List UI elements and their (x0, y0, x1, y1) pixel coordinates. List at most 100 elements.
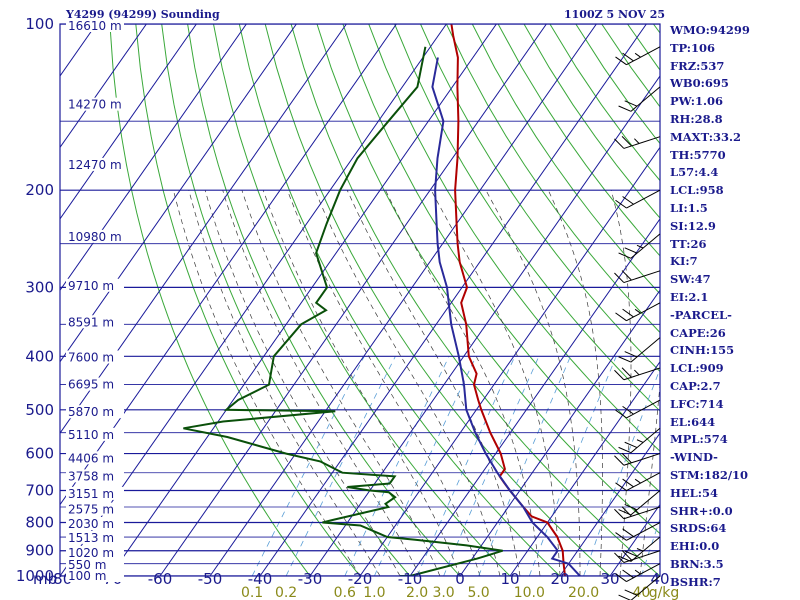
isotherm (459, 289, 660, 576)
index-item: PW:1.06 (670, 94, 724, 109)
isotherm (559, 432, 660, 576)
height-label-bg (66, 278, 124, 292)
isotherm (60, 24, 397, 506)
index-item: MPL:574 (670, 432, 728, 447)
mixing-ratio-label: g/kg (649, 585, 680, 600)
pressure-tick-label: 800 (25, 514, 54, 532)
dry-adiabat (135, 24, 361, 576)
plot-area (60, 24, 800, 576)
mixing-ratio-label: 20.0 (568, 585, 599, 600)
height-label: 3151 m (68, 487, 114, 501)
pressure-tick-label: 1000 (16, 567, 54, 585)
isotherm (509, 360, 660, 576)
wind-barb (618, 86, 661, 112)
mixing-ratio-line (251, 356, 365, 576)
index-item: SI:12.9 (670, 218, 716, 233)
isotherm (109, 24, 497, 576)
pressure-tick-label: 500 (25, 401, 54, 419)
index-item: SRDS:64 (670, 521, 727, 536)
height-label: 5870 m (68, 405, 114, 419)
mixing-ratio-label: 1.0 (363, 585, 385, 600)
height-label: 550 m (68, 558, 106, 572)
moist-adiabat (385, 190, 541, 576)
mixing-ratio-line (528, 356, 617, 576)
index-item: RH:28.8 (670, 111, 723, 126)
pressure-tick-label: 100 (25, 15, 54, 33)
moist-adiabat (222, 190, 421, 576)
wind-barb (614, 136, 661, 149)
height-label: 1020 m (68, 546, 114, 560)
temperature-tick-label: 30 (600, 570, 619, 588)
index-item: LCL:958 (670, 183, 724, 198)
index-item: LCL:909 (670, 361, 724, 376)
height-labels: 16610 m 14270 m 12470 m 10980 m 9710 m 8591 m… (66, 19, 124, 583)
height-label-bg (66, 97, 124, 111)
index-item: TP:106 (670, 40, 716, 55)
dry-adiabat (783, 24, 800, 576)
wind-barb (614, 550, 661, 563)
temperature-tick-label: -60 (148, 570, 173, 588)
moist-adiabat (262, 190, 461, 576)
isotherm (359, 146, 660, 576)
temperature-tick-label: 0 (455, 570, 465, 588)
plot-frame (59, 23, 661, 577)
index-item: CINH:155 (670, 343, 735, 358)
wind-barb (618, 233, 661, 259)
pressure-axis: 100 200 300 400 500 600 700 800 900 1000 (16, 15, 54, 585)
isotherm (159, 24, 547, 576)
height-label-bg (66, 486, 124, 500)
mixing-ratio-line (374, 356, 477, 576)
dry-adiabat (213, 24, 511, 576)
wind-barb (615, 472, 661, 492)
index-item: KI:7 (670, 254, 698, 269)
height-label: 100 m (68, 569, 106, 583)
index-item: WMO:94299 (670, 23, 750, 37)
height-label-bg (66, 427, 124, 441)
pressure-tick-label: 200 (25, 181, 54, 199)
temperature-tick-label: -30 (298, 570, 323, 588)
isotherm (60, 24, 147, 149)
temperature-tick-label: -20 (348, 570, 373, 588)
isotherm (209, 24, 597, 576)
height-label-bg (66, 451, 124, 465)
mixing-ratio-label: 0.2 (275, 585, 297, 600)
wind-barb (618, 427, 661, 454)
pressure-tick-label: 900 (25, 542, 54, 560)
height-label: 16610 m (68, 19, 122, 33)
axis-unit-label: mb (33, 570, 57, 588)
height-label-bg (66, 377, 124, 391)
mixing-ratio-label: 3.0 (432, 585, 454, 600)
height-label-bg (66, 229, 124, 243)
index-item: STM:182/10 (670, 467, 749, 482)
isotherm (60, 24, 247, 292)
wind-barb (614, 367, 661, 381)
index-item: FRZ:537 (670, 58, 725, 73)
pressure-tick-label: 300 (25, 278, 54, 296)
mixing-ratio-label: 0.1 (241, 585, 263, 600)
moist-adiabat (430, 190, 561, 576)
isotherm (259, 24, 647, 576)
height-label: 5110 m (68, 428, 114, 442)
wind-barb (615, 563, 661, 582)
height-label: 4406 m (68, 451, 114, 465)
height-label: 6695 m (68, 378, 114, 392)
index-item: WB0:695 (670, 76, 729, 91)
height-label-bg (66, 405, 124, 419)
height-label-bg (66, 350, 124, 364)
index-item: -WIND- (670, 450, 718, 465)
index-item: LFC:714 (670, 396, 724, 411)
pressure-tick-label: 700 (25, 481, 54, 499)
index-item: MAXT:33.2 (670, 129, 741, 144)
temperature-tick-label: 10 (500, 570, 519, 588)
wind-barbs (614, 46, 661, 600)
moist-adiabat (610, 190, 632, 576)
mixing-ratio-label: 5.0 (467, 585, 489, 600)
dry-adiabat (187, 24, 461, 576)
height-label: 2575 m (68, 503, 114, 517)
wind-barb (614, 270, 661, 284)
index-item: TT:26 (670, 236, 707, 251)
index-item: HEL:54 (670, 485, 718, 500)
wind-barb (615, 189, 661, 209)
dewpoint-line (183, 46, 503, 576)
